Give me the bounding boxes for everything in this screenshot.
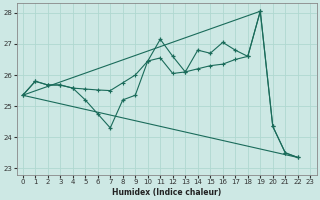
X-axis label: Humidex (Indice chaleur): Humidex (Indice chaleur)	[112, 188, 221, 197]
